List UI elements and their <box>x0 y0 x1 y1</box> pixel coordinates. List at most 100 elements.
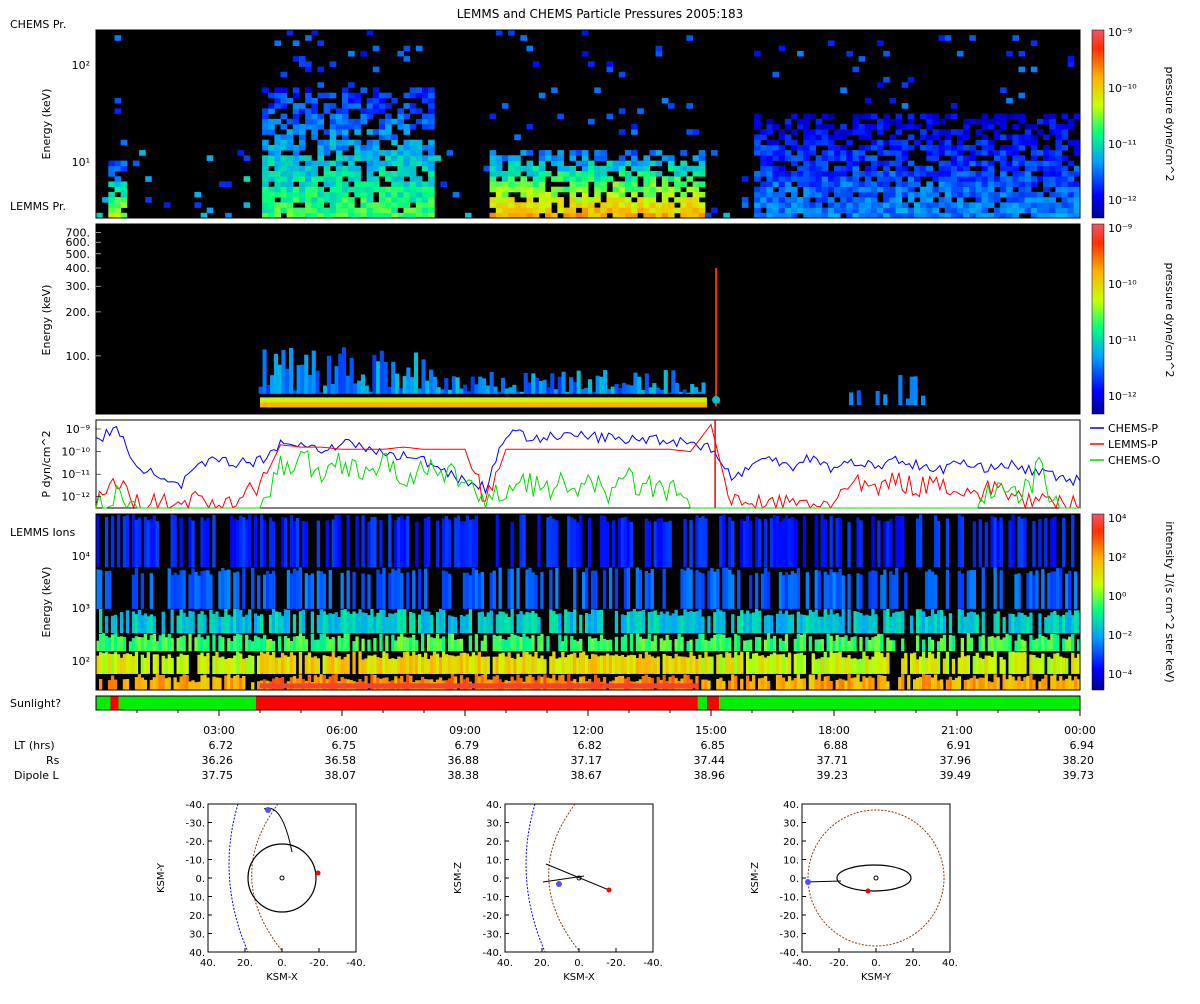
ions-cell <box>537 514 541 568</box>
ions-cell <box>1035 570 1039 609</box>
ions-cell <box>856 659 860 674</box>
ions-cell <box>763 676 768 690</box>
heatmap-cell <box>827 144 835 151</box>
heatmap-cell <box>944 165 952 172</box>
lemms-spike <box>622 382 627 394</box>
heatmap-cell <box>385 186 392 193</box>
ions-cell <box>418 653 422 674</box>
heatmap-cell <box>1043 160 1050 167</box>
ions-cell <box>927 636 932 652</box>
ions-cell <box>331 613 335 634</box>
ions-cell <box>1071 652 1075 674</box>
ions-cell <box>993 517 997 568</box>
heatmap-cell <box>606 191 614 198</box>
ions-cell <box>716 679 720 690</box>
heatmap-cell <box>754 207 761 214</box>
heatmap-cell <box>551 160 558 167</box>
ions-cell <box>1041 678 1045 690</box>
lemms-spike <box>338 353 343 394</box>
heatmap-cell <box>311 113 318 120</box>
ions-cell <box>916 659 920 674</box>
heatmap-cell <box>612 165 620 172</box>
ions-cell <box>277 657 282 674</box>
heatmap-cell <box>1073 144 1081 151</box>
ions-cell <box>143 516 147 568</box>
heatmap-cell <box>981 202 989 208</box>
ions-cell <box>1011 614 1015 634</box>
lemms-spike <box>603 370 608 394</box>
orbit-xtick-label: 20. <box>237 958 253 969</box>
heatmap-cell <box>901 191 909 198</box>
heatmap-cell <box>600 150 607 156</box>
ions-cell <box>713 612 717 634</box>
heatmap-cell <box>852 155 860 161</box>
heatmap-cell <box>889 212 896 219</box>
heatmap-cell <box>643 171 650 177</box>
heatmap-cell <box>1012 139 1019 146</box>
heatmap-cell <box>305 61 312 67</box>
heatmap-cell <box>631 181 638 187</box>
ions-cell <box>972 612 976 634</box>
heatmap-cell <box>305 207 312 214</box>
ions-cell <box>489 572 493 609</box>
heatmap-cell <box>415 155 423 161</box>
ions-cell <box>933 614 938 634</box>
heatmap-cell <box>944 181 952 187</box>
ions-cell <box>504 613 508 634</box>
heatmap-cell <box>883 212 890 219</box>
ions-cell <box>787 614 792 634</box>
ions-cell <box>594 638 598 652</box>
heatmap-cell <box>957 129 964 135</box>
ions-cell <box>772 514 777 568</box>
heatmap-cell <box>360 50 367 57</box>
heatmap-cell <box>791 160 798 167</box>
ions-cell <box>880 574 884 609</box>
heatmap-cell <box>957 165 964 172</box>
lemms-spike <box>482 378 487 394</box>
time-row-value: 38.07 <box>325 769 357 782</box>
ions-cell <box>304 655 308 674</box>
ions-cell <box>957 676 961 690</box>
heatmap-cell <box>274 191 281 198</box>
heatmap-cell <box>262 124 269 130</box>
heatmap-cell <box>348 97 355 104</box>
heatmap-cell <box>311 97 318 104</box>
heatmap-cell <box>661 191 669 198</box>
ions-cell <box>832 640 836 652</box>
heatmap-cell <box>643 202 650 208</box>
heatmap-cell <box>428 103 435 109</box>
heatmap-cell <box>415 144 423 151</box>
heatmap-cell <box>397 144 404 151</box>
heatmap-cell <box>1043 176 1050 182</box>
heatmap-cell <box>385 124 392 130</box>
heatmap-cell <box>114 181 122 187</box>
heatmap-cell <box>311 181 318 187</box>
heatmap-cell <box>120 212 128 219</box>
heatmap-cell <box>569 186 577 193</box>
heatmap-cell <box>335 129 343 135</box>
heatmap-cell <box>495 212 503 219</box>
heatmap-cell <box>286 30 294 36</box>
heatmap-cell <box>526 45 534 52</box>
heatmap-cell <box>145 197 152 203</box>
orbit-ytick-label: 40. <box>486 800 502 811</box>
heatmap-cell <box>821 212 829 219</box>
heatmap-cell <box>415 150 423 156</box>
heatmap-cell <box>409 139 417 146</box>
ions-cell <box>927 675 932 690</box>
ions-cell <box>1023 615 1027 634</box>
ions-cell <box>766 571 771 609</box>
heatmap-cell <box>1037 129 1044 135</box>
ions-cell <box>978 519 982 568</box>
time-row-value: 36.26 <box>202 754 234 767</box>
ions-cell <box>555 568 559 609</box>
heatmap-cell <box>803 197 810 203</box>
heatmap-cell <box>335 176 343 182</box>
heatmap-cell <box>391 155 398 161</box>
heatmap-cell <box>975 197 983 203</box>
heatmap-cell <box>385 207 392 214</box>
heatmap-cell <box>797 181 804 187</box>
heatmap-cell <box>784 171 792 177</box>
ions-cell <box>334 612 338 634</box>
ions-cell <box>400 633 404 652</box>
